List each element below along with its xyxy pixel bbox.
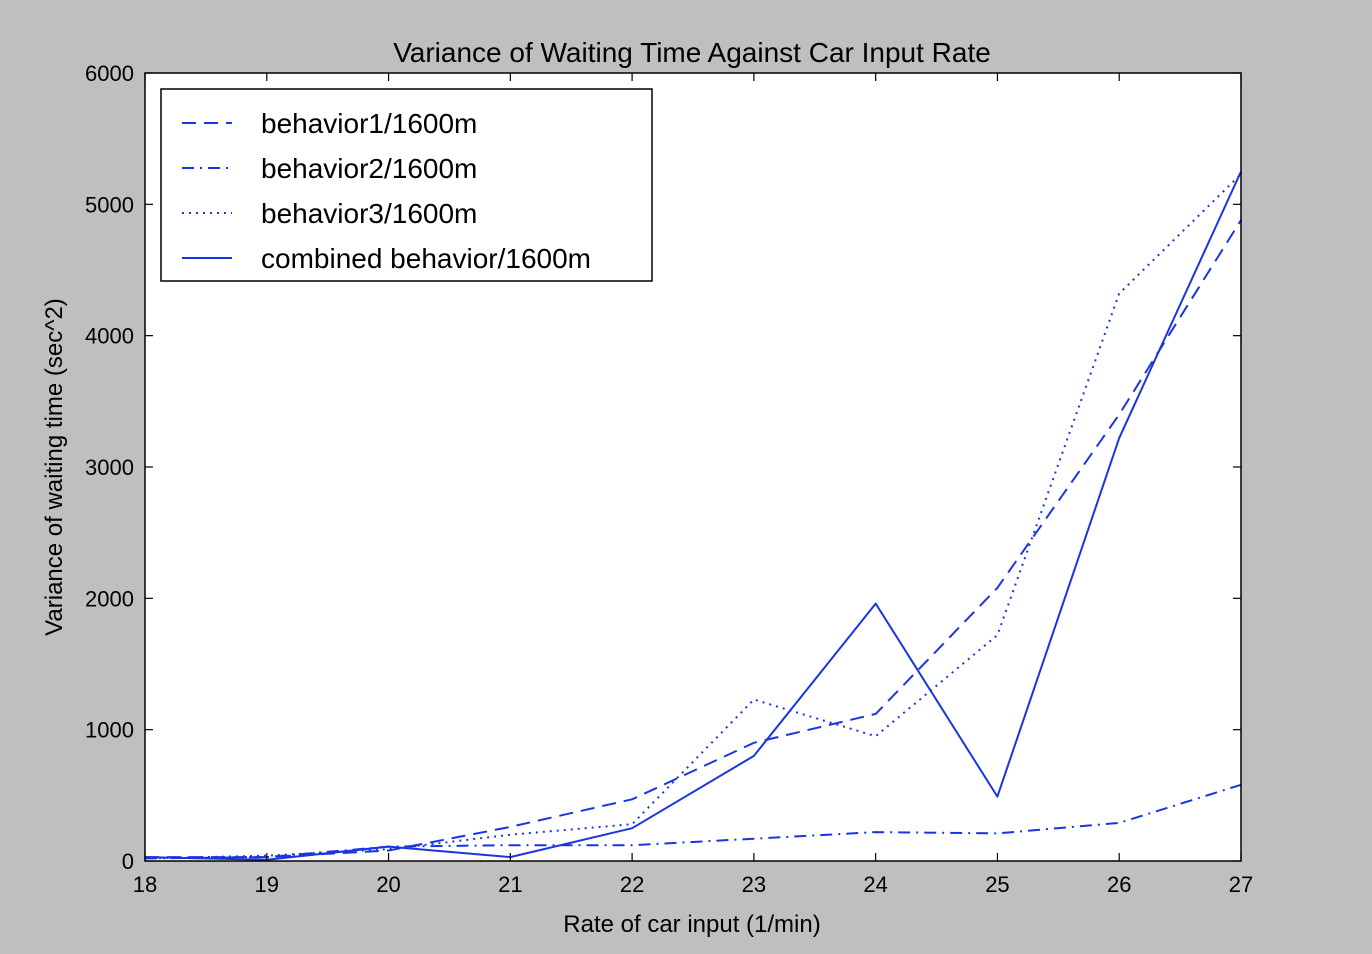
- y-axis-title: Variance of waiting time (sec^2): [41, 298, 68, 636]
- y-tick-label: 5000: [85, 192, 134, 217]
- x-tick-label: 18: [133, 872, 157, 897]
- series-line-4: [144, 171, 1242, 861]
- x-tick-label: 21: [498, 872, 522, 897]
- y-tick-label: 0: [122, 849, 134, 874]
- legend: behavior1/1600m behavior2/1600m behavior3/…: [160, 88, 653, 282]
- x-tick-label: 27: [1229, 872, 1253, 897]
- y-tick-label: 6000: [85, 61, 134, 86]
- legend-label-4: combined behavior/1600m: [261, 243, 591, 274]
- ticks-layer: 18 19 20 21 22 23 24 25 26 27 0 1000 2000 3000 4000 500…: [85, 61, 1253, 897]
- x-tick-label: 25: [985, 872, 1009, 897]
- chart-title: Variance of Waiting Time Against Car Inp…: [393, 37, 991, 68]
- x-tick-label: 23: [742, 872, 766, 897]
- legend-label-3: behavior3/1600m: [261, 198, 477, 229]
- legend-label-2: behavior2/1600m: [261, 153, 477, 184]
- legend-label-1: behavior1/1600m: [261, 108, 477, 139]
- y-tick-label: 3000: [85, 455, 134, 480]
- x-tick-label: 22: [620, 872, 644, 897]
- y-tick-label: 1000: [85, 718, 134, 743]
- x-tick-label: 19: [255, 872, 279, 897]
- legend-frame: [160, 88, 653, 282]
- y-tick-label: 4000: [85, 324, 134, 349]
- x-axis-title: Rate of car input (1/min): [563, 911, 820, 938]
- x-tick-label: 26: [1107, 872, 1131, 897]
- x-tick-label: 24: [863, 872, 887, 897]
- series-layer: [144, 171, 1242, 861]
- x-tick-label: 20: [376, 872, 400, 897]
- y-tick-label: 2000: [85, 586, 134, 611]
